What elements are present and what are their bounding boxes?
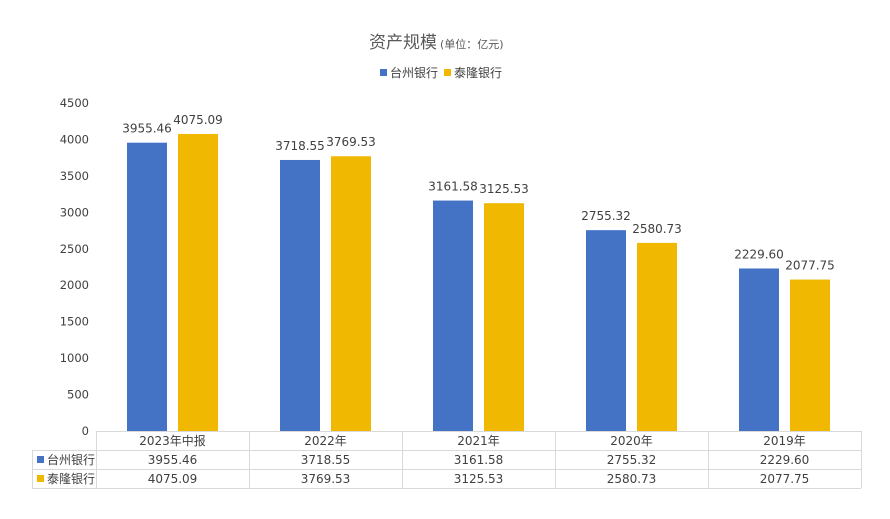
data-label: 3769.53 xyxy=(326,135,376,149)
data-label: 2077.75 xyxy=(785,259,835,273)
data-label: 3718.55 xyxy=(275,139,325,153)
bar xyxy=(739,268,779,431)
data-label: 2580.73 xyxy=(632,222,682,236)
category-label: 2023年中报 xyxy=(139,433,206,448)
y-axis: 0 500 1000 1500 2000 2500 3000 3500 4000 4500 xyxy=(60,96,89,438)
legend-label-2: 泰隆银行 xyxy=(454,65,502,80)
category-label: 2020年 xyxy=(610,434,653,448)
table-cell: 2580.73 xyxy=(607,472,657,486)
y-tick-label: 3500 xyxy=(60,169,89,183)
table-cell: 3125.53 xyxy=(454,472,504,486)
category-label: 2019年 xyxy=(763,434,806,448)
table-cell: 2229.60 xyxy=(760,453,810,467)
table-cell: 3955.46 xyxy=(148,453,198,467)
y-tick-label: 1500 xyxy=(60,315,89,329)
legend-label-1: 台州银行 xyxy=(390,65,438,80)
y-tick-label: 3000 xyxy=(60,205,89,219)
table-series-label: 泰隆银行 xyxy=(47,471,95,486)
table-cell: 2077.75 xyxy=(760,472,810,486)
y-tick-label: 500 xyxy=(67,388,89,402)
data-label: 3955.46 xyxy=(122,122,172,136)
data-label: 3161.58 xyxy=(428,180,478,194)
y-tick-label: 2000 xyxy=(60,278,89,292)
chart-title: 资产规模 xyxy=(369,33,437,53)
y-tick-label: 0 xyxy=(82,424,89,438)
table-cell: 2755.32 xyxy=(607,453,657,467)
table-series-label: 台州银行 xyxy=(47,452,95,467)
category-label: 2022年 xyxy=(304,434,347,448)
table-legend-key xyxy=(37,475,44,482)
data-label: 3125.53 xyxy=(479,182,529,196)
table-cell: 3769.53 xyxy=(301,472,351,486)
bar xyxy=(127,142,167,431)
bar xyxy=(790,279,830,431)
y-tick-label: 1000 xyxy=(60,351,89,365)
y-tick-label: 4000 xyxy=(60,132,89,146)
bar xyxy=(178,133,218,431)
bar xyxy=(586,230,626,431)
data-label: 2755.32 xyxy=(581,209,631,223)
table-cell: 4075.09 xyxy=(148,472,198,486)
table-cell: 3161.58 xyxy=(454,453,504,467)
legend: 台州银行 泰隆银行 xyxy=(380,65,502,80)
bar xyxy=(331,156,371,431)
data-label: 2229.60 xyxy=(734,247,784,261)
chart-subtitle: (单位：亿元) xyxy=(440,37,504,51)
legend-swatch-1 xyxy=(380,69,387,76)
data-label: 4075.09 xyxy=(173,113,223,127)
category-label: 2021年 xyxy=(457,434,500,448)
y-tick-label: 2500 xyxy=(60,242,89,256)
legend-swatch-2 xyxy=(444,69,451,76)
bar xyxy=(637,242,677,431)
table-cell: 3718.55 xyxy=(301,453,351,467)
bar xyxy=(484,203,524,431)
y-tick-label: 4500 xyxy=(60,96,89,110)
bar xyxy=(433,200,473,431)
bar xyxy=(280,159,320,431)
table-legend-key xyxy=(37,456,44,463)
